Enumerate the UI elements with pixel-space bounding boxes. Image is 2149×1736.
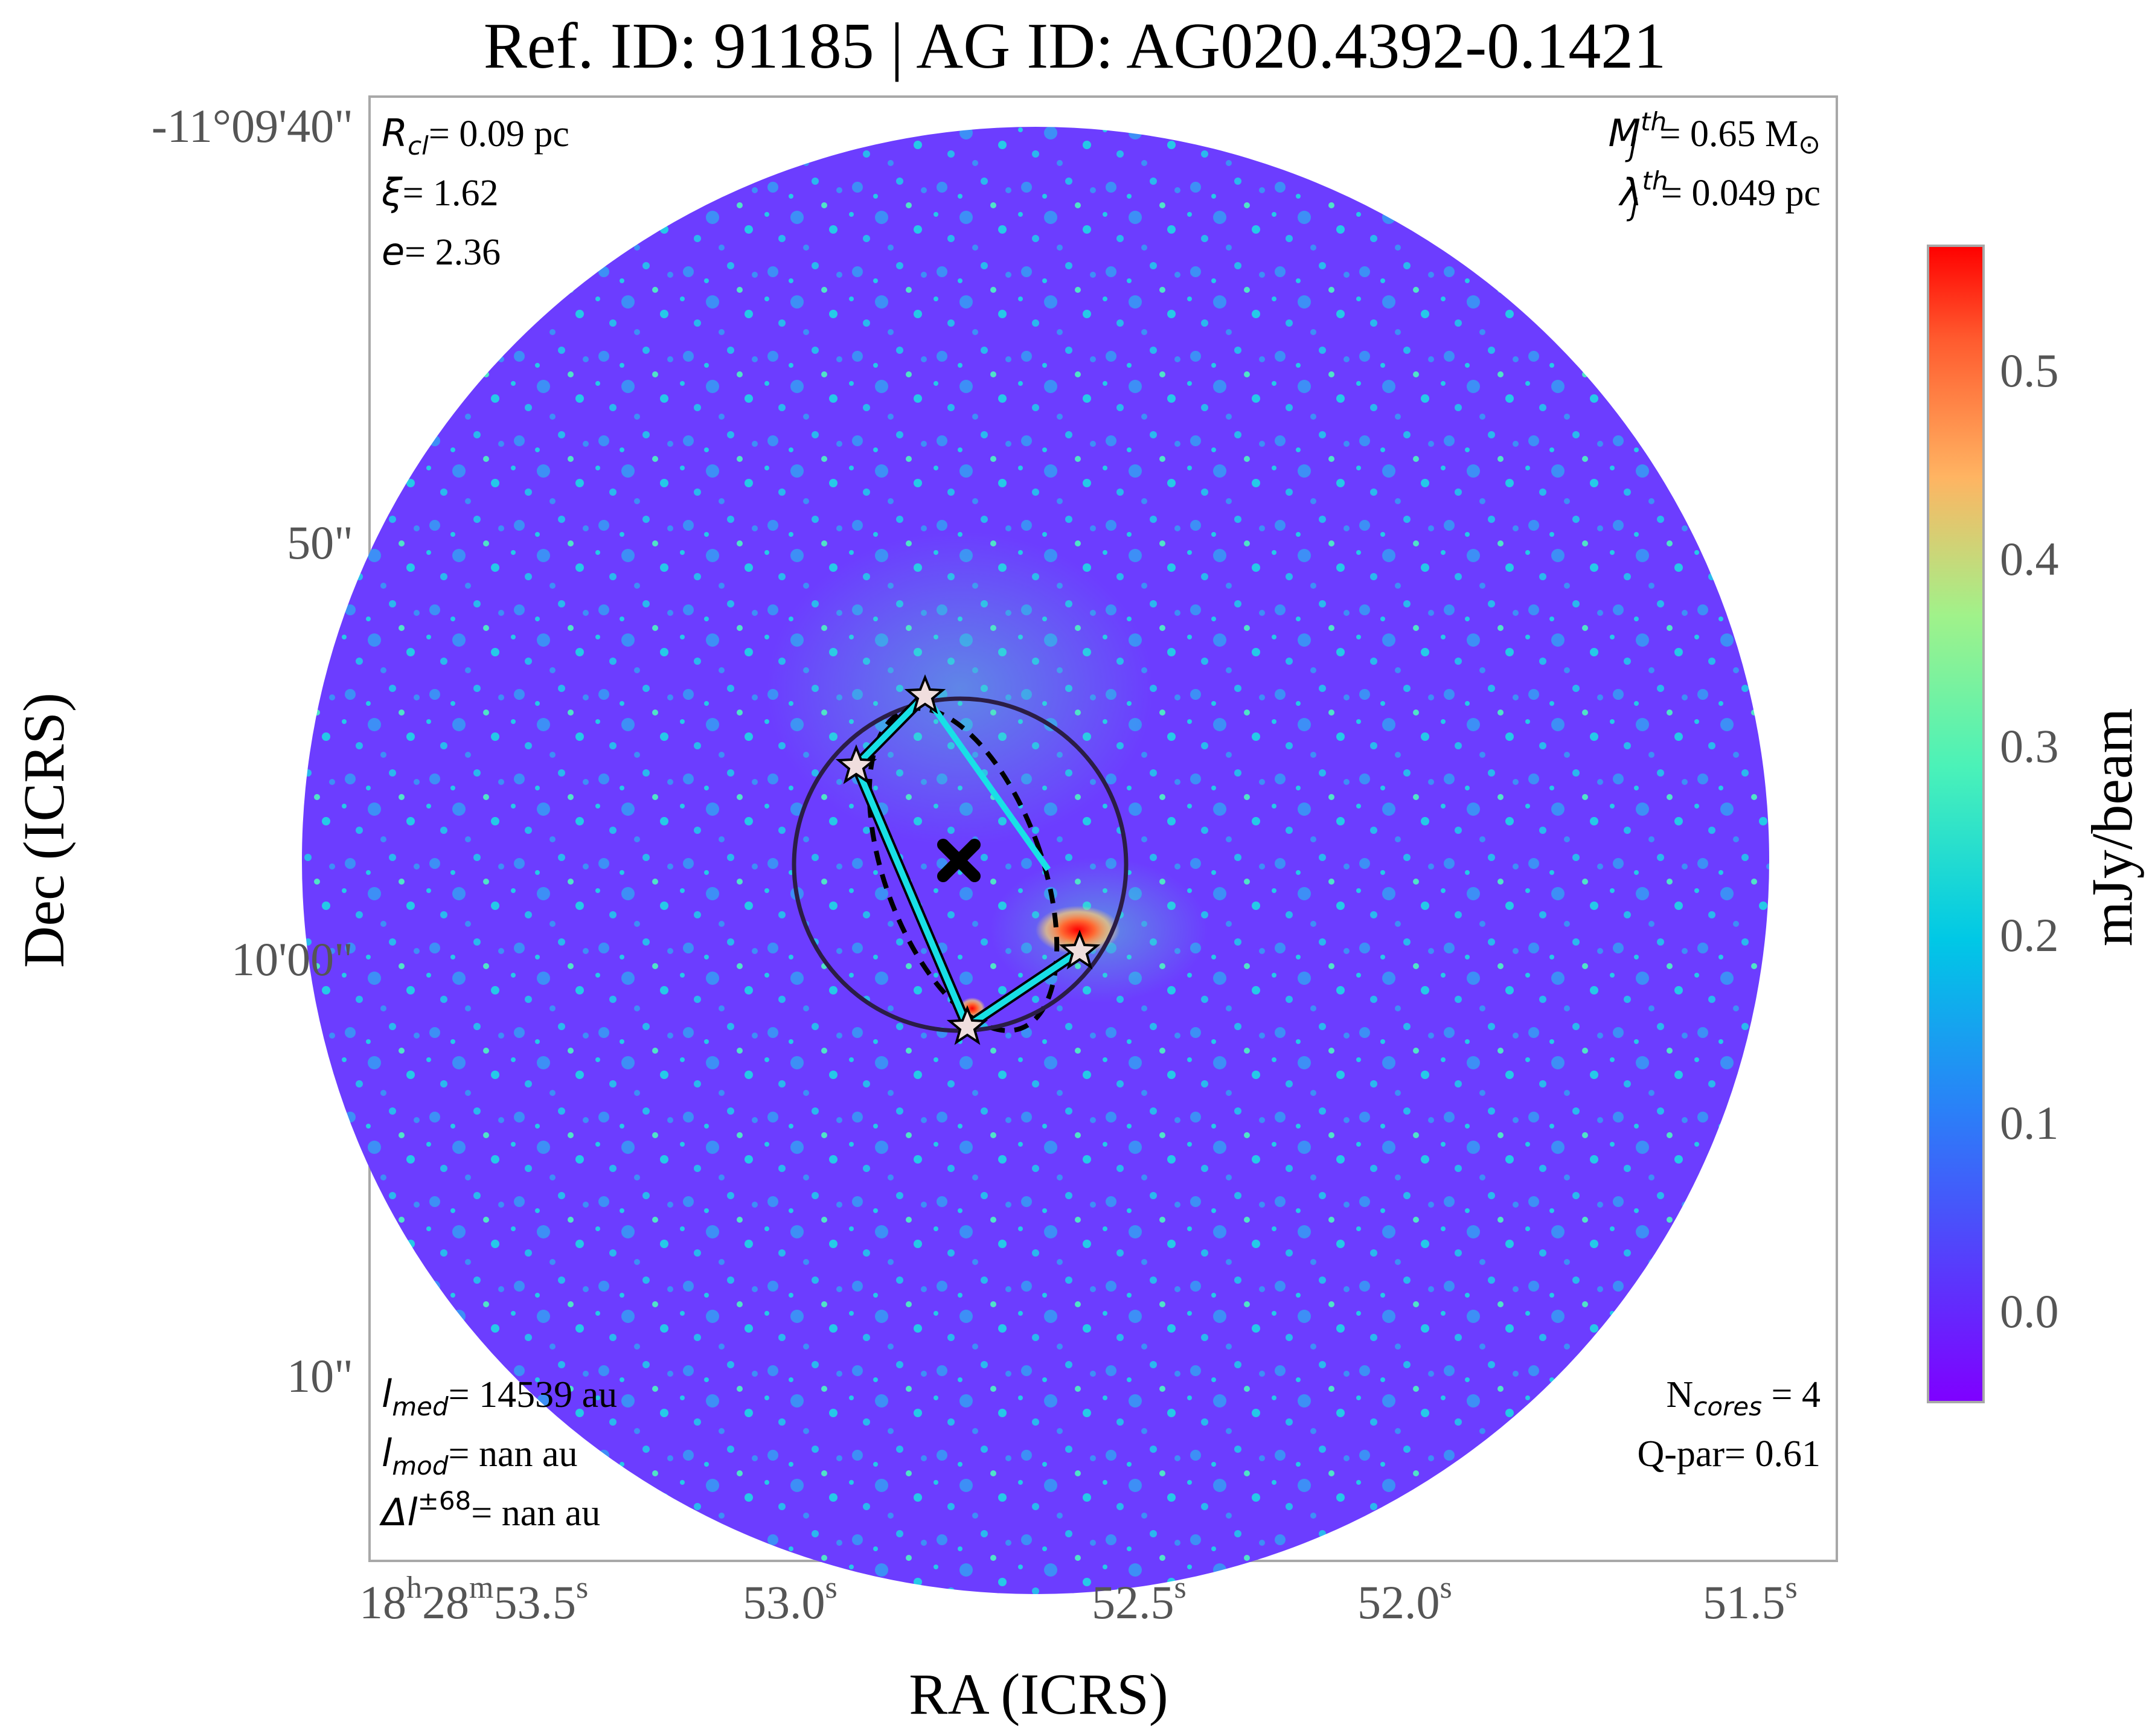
y-axis-label: Dec (ICRS) xyxy=(11,693,76,968)
q-par-value: Q-par= 0.61 xyxy=(1637,1433,1821,1475)
colorbar-ticks: 0.5 0.4 0.3 0.2 0.1 0.0 xyxy=(2000,344,2059,1337)
colorbar-tick-label: 0.0 xyxy=(2000,1285,2059,1337)
svg-text:Ncores = 4: Ncores = 4 xyxy=(1666,1374,1821,1421)
svg-text:Δl±68= nan au: Δl±68= nan au xyxy=(379,1486,600,1534)
colorbar-tick-label: 0.2 xyxy=(2000,909,2059,961)
center-cross-icon xyxy=(937,839,981,882)
xi-value: = 1.62 xyxy=(403,173,499,214)
colorbar-tick-label: 0.5 xyxy=(2000,344,2059,397)
core-star-icon xyxy=(835,744,877,784)
colorbar-label: mJy/beam xyxy=(2080,708,2144,947)
colorbar xyxy=(1927,245,1985,1403)
mst-edges xyxy=(851,691,1083,1031)
jeans-mass-value: = 0.65 M xyxy=(1660,114,1799,155)
fit-ellipse xyxy=(866,706,1060,1033)
x-tick-label: 18h28m53.5s xyxy=(359,1571,588,1629)
core-star-icon xyxy=(946,1005,988,1045)
x-axis-label: RA (ICRS) xyxy=(909,1662,1168,1726)
continuum-map xyxy=(302,127,1769,1594)
y-axis-ticks: -11°09'40" 50" 10'00" 10" xyxy=(152,100,353,1402)
y-tick-label: 10" xyxy=(287,1350,353,1402)
x-tick-label: 52.0s xyxy=(1357,1571,1452,1629)
x-axis-ticks: 18h28m53.5s 53.0s 52.5s 52.0s 51.5s xyxy=(359,1571,1798,1629)
svg-text:e= 2.36: e= 2.36 xyxy=(382,229,501,274)
core-stars xyxy=(835,674,1101,1045)
svg-text:lmod= nan au: lmod= nan au xyxy=(382,1431,578,1481)
annotation-bottom-right: Ncores = 4 Q-par= 0.61 xyxy=(1637,1374,1821,1475)
svg-text:ξ= 1.62: ξ= 1.62 xyxy=(381,170,499,214)
colorbar-tick-label: 0.4 xyxy=(2000,533,2059,585)
delta-l-value: = nan au xyxy=(471,1493,600,1534)
annotation-top-left: Rcl= 0.09 pc ξ= 1.62 e= 2.36 xyxy=(381,111,569,274)
core-star-icon xyxy=(1058,929,1101,970)
colorbar-tick-label: 0.3 xyxy=(2000,720,2059,772)
svg-text:Rcl= 0.09 pc: Rcl= 0.09 pc xyxy=(382,111,569,161)
y-tick-label: -11°09'40" xyxy=(152,100,353,152)
r-cl-value: = 0.09 pc xyxy=(429,114,569,155)
colorbar-tick-label: 0.1 xyxy=(2000,1097,2059,1149)
figure-title: Ref. ID: 91185 | AG ID: AG020.4392-0.142… xyxy=(484,10,1667,82)
x-tick-label: 51.5s xyxy=(1703,1571,1798,1629)
r-cl-symbol: R xyxy=(382,111,408,155)
y-tick-label: 50" xyxy=(287,516,353,569)
n-cores-value: = 4 xyxy=(1762,1374,1821,1415)
e-value: = 2.36 xyxy=(405,232,501,273)
svg-text:lmed= 14539 au: lmed= 14539 au xyxy=(382,1372,617,1421)
l-mod-value: = nan au xyxy=(449,1433,578,1475)
annotation-bottom-left: lmed= 14539 au lmod= nan au Δl±68= nan a… xyxy=(379,1372,617,1534)
core-star-icon xyxy=(904,674,946,714)
l-med-value: = 14539 au xyxy=(449,1374,617,1415)
x-tick-label: 52.5s xyxy=(1092,1571,1187,1629)
x-tick-label: 53.0s xyxy=(743,1571,838,1629)
y-tick-label: 10'00" xyxy=(231,933,353,985)
jeans-length-value: = 0.049 pc xyxy=(1661,173,1821,214)
